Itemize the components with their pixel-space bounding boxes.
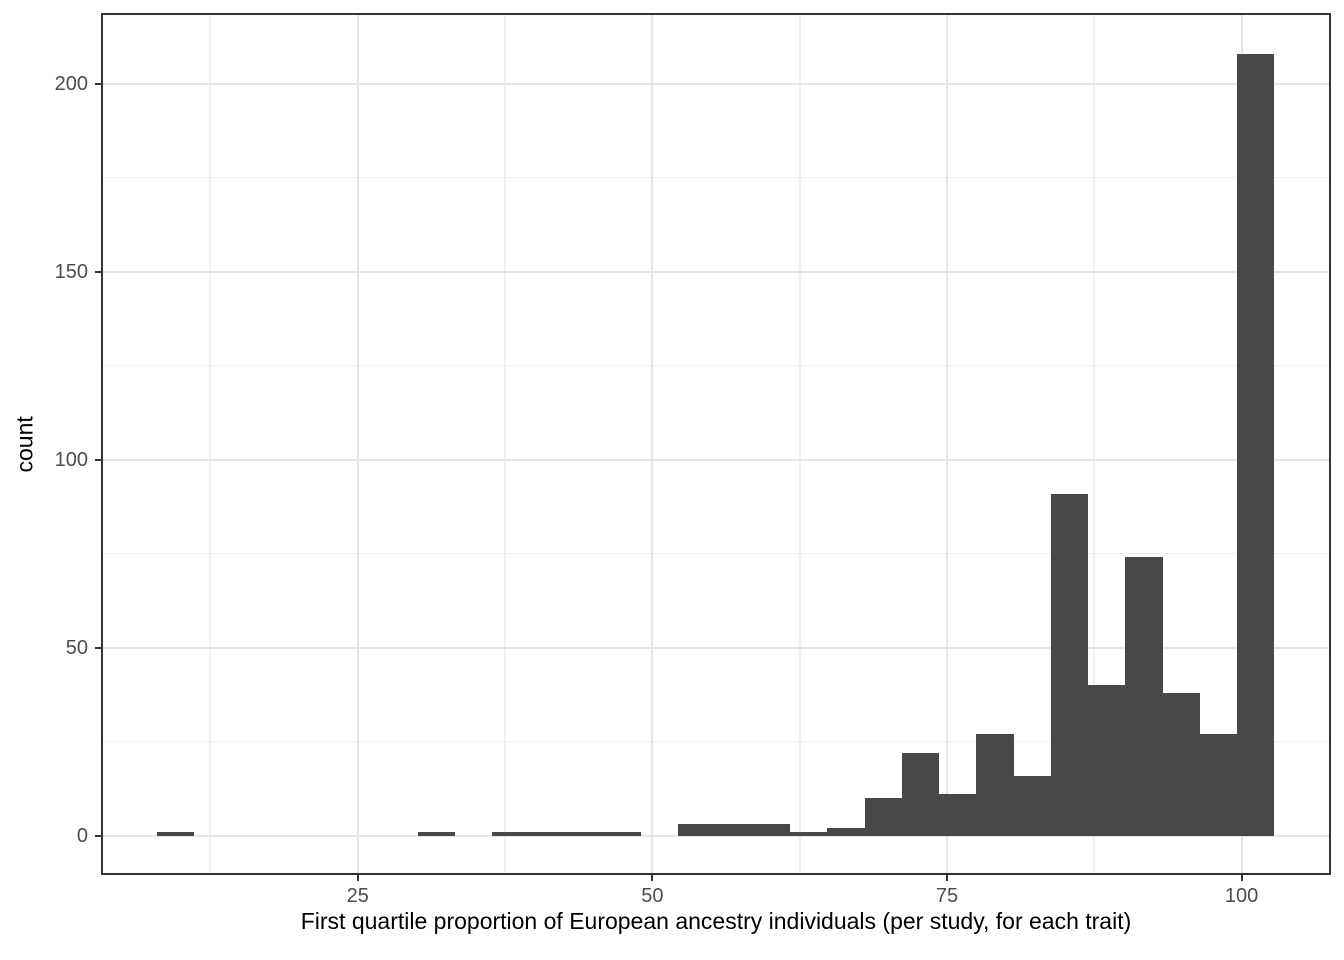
histogram-bar [715,824,753,836]
x-tick-mark [945,873,948,881]
gridline-minor-x [1093,15,1096,873]
histogram-bar [566,831,604,836]
gridline-minor-x [798,15,801,873]
histogram-bar [790,831,828,836]
histogram-bar [156,831,195,836]
x-tick-label: 100 [1224,885,1259,907]
histogram-bar [1050,493,1089,836]
histogram-bar [417,831,455,836]
gridline-major-y [103,834,1329,837]
y-tick-mark [95,834,103,837]
y-tick-label: 150 [54,260,88,283]
x-tick-mark [356,873,359,881]
y-tick-mark [95,458,103,461]
gridline-major-y [103,270,1329,273]
histogram-bar [864,798,902,836]
histogram-bar [1088,685,1126,836]
histogram-bar [752,824,791,836]
y-tick-mark [95,82,103,85]
plot-panel [101,13,1331,875]
gridline-major-x [356,15,359,873]
histogram-bar [1125,557,1163,836]
gridline-minor-y [103,740,1329,743]
y-tick-label: 200 [54,72,88,95]
gridline-minor-y [103,552,1329,555]
x-tick-label: 25 [346,885,369,907]
histogram-bar [678,824,716,836]
histogram-bar [603,831,642,836]
y-tick-mark [95,646,103,649]
gridline-minor-x [209,15,212,873]
x-tick-mark [1240,873,1243,881]
gridline-major-x [651,15,654,873]
gridline-major-x [945,15,948,873]
histogram-bar [1162,692,1200,836]
y-tick-label: 50 [65,636,88,659]
histogram-bar [901,752,940,836]
gridline-major-y [103,646,1329,649]
gridline-major-y [103,458,1329,461]
histogram-bar [492,831,530,836]
gridline-minor-y [103,364,1329,367]
histogram-bar [827,828,865,836]
histogram-bar [1013,775,1051,836]
histogram-bar [939,794,977,836]
histogram-bar [1237,53,1275,836]
histogram-bar [1199,734,1238,836]
gridline-major-y [103,82,1329,85]
x-tick-label: 50 [641,885,664,907]
histogram-bar [529,831,567,836]
x-tick-mark [651,873,654,881]
gridline-minor-x [504,15,507,873]
x-axis-title: First quartile proportion of European an… [300,908,1132,934]
y-tick-mark [95,270,103,273]
gridline-minor-y [103,176,1329,179]
y-tick-label: 0 [76,824,88,847]
histogram-bar [976,734,1014,836]
y-tick-label: 100 [54,448,88,471]
x-tick-label: 75 [935,885,959,907]
